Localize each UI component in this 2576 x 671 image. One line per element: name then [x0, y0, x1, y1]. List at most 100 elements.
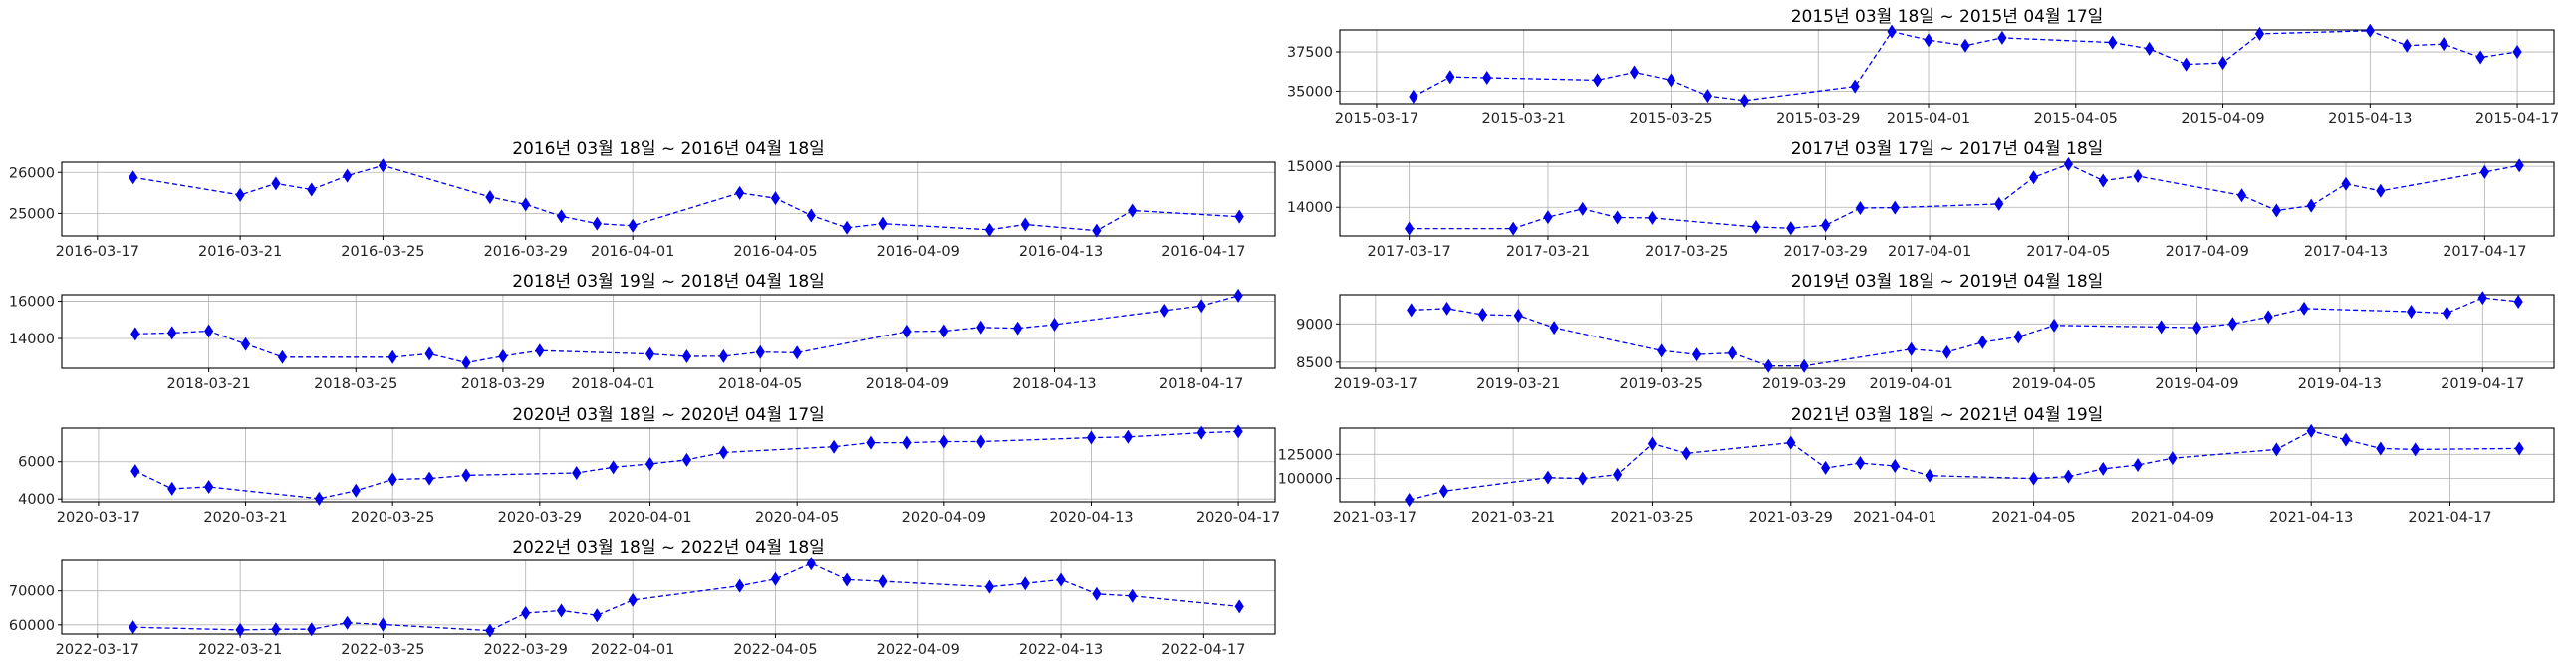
- x-tick-label: 2018-04-05: [718, 376, 802, 392]
- data-point-marker: [829, 439, 839, 454]
- data-point-marker: [2108, 35, 2118, 50]
- x-tick-label: 2020-04-01: [608, 510, 691, 526]
- data-point-marker: [2271, 442, 2281, 457]
- data-point-marker: [2013, 330, 2023, 344]
- x-tick-label: 2021-03-17: [1333, 510, 1417, 526]
- chart-panel: 2021년 03월 18일 ~ 2021년 04월 19일 2021-03-17 2…: [1278, 405, 2555, 526]
- x-tick-label: 2020-03-25: [351, 510, 434, 526]
- data-point-marker: [1887, 24, 1897, 39]
- data-point-marker: [2411, 442, 2421, 457]
- x-tick-label: 2016-04-01: [591, 244, 674, 260]
- x-tick-label: 2021-04-09: [2131, 510, 2214, 526]
- data-point-marker: [2512, 45, 2522, 60]
- data-point-marker: [1445, 70, 1455, 85]
- data-point-marker: [2145, 41, 2155, 56]
- data-point-marker: [735, 578, 745, 593]
- data-point-marker: [878, 574, 888, 589]
- data-point-marker: [2442, 306, 2452, 321]
- x-tick-label: 2019-03-25: [1620, 376, 1703, 392]
- data-point-marker: [2254, 26, 2265, 41]
- x-tick-label: 2022-03-21: [198, 642, 282, 658]
- data-point-marker: [2191, 321, 2202, 336]
- chart-panel: 2019년 03월 18일 ~ 2019년 04월 18일 2019-03-17 2…: [1296, 272, 2555, 392]
- x-tick-label: 2018-04-17: [1159, 376, 1243, 392]
- data-point-marker: [1477, 308, 1488, 323]
- data-point-marker: [1613, 210, 1623, 225]
- data-point-marker: [939, 434, 949, 449]
- data-point-marker: [1056, 572, 1066, 587]
- data-point-marker: [1977, 335, 1987, 349]
- data-point-marker: [1405, 493, 1415, 508]
- data-point-marker: [485, 189, 495, 204]
- x-tick-label: 2016-04-13: [1019, 244, 1103, 260]
- data-point-marker: [984, 579, 995, 594]
- data-point-marker: [1850, 79, 1860, 94]
- data-point-marker: [277, 349, 288, 364]
- chart-title: 2015년 03월 18일 ~ 2015년 04월 17일: [1791, 7, 2104, 27]
- data-point-marker: [1786, 221, 1796, 236]
- data-point-marker: [2263, 310, 2273, 325]
- x-tick-label: 2016-03-29: [484, 244, 568, 260]
- data-point-marker: [342, 168, 353, 183]
- data-point-marker: [976, 320, 986, 335]
- data-point-marker: [2306, 423, 2316, 438]
- x-tick-label: 2020-04-17: [1196, 510, 1280, 526]
- data-point-marker: [1890, 200, 1900, 215]
- x-tick-label: 2018-03-29: [461, 376, 545, 392]
- x-tick-label: 2016-03-25: [341, 244, 424, 260]
- data-point-marker: [2157, 320, 2167, 335]
- data-point-marker: [681, 452, 692, 467]
- data-point-marker: [351, 483, 361, 498]
- data-point-marker: [1739, 93, 1749, 108]
- series-line: [132, 562, 1240, 632]
- x-tick-label: 2015-04-13: [2328, 112, 2412, 127]
- data-point-marker: [240, 336, 251, 351]
- data-point-marker: [644, 456, 655, 471]
- data-point-marker: [1092, 586, 1102, 601]
- data-point-marker: [204, 480, 214, 495]
- data-point-marker: [1941, 344, 1952, 359]
- data-point-marker: [984, 222, 995, 237]
- x-tick-label: 2021-04-17: [2408, 510, 2491, 526]
- data-point-marker: [1049, 317, 1060, 332]
- x-tick-label: 2015-03-29: [1776, 112, 1860, 127]
- plot-frame: [61, 161, 1276, 237]
- plot-frame: [61, 427, 1276, 503]
- plot-frame: [61, 559, 1276, 635]
- data-point-marker: [1763, 358, 1773, 373]
- data-point-marker: [592, 608, 602, 623]
- data-point-marker: [2402, 38, 2412, 53]
- data-point-marker: [1924, 33, 1933, 48]
- data-point-marker: [2168, 451, 2178, 466]
- x-tick-label: 2016-04-17: [1161, 244, 1245, 260]
- x-tick-label: 2020-04-09: [902, 510, 986, 526]
- x-tick-label: 2017-04-05: [2026, 244, 2110, 260]
- data-point-marker: [902, 324, 912, 338]
- x-tick-label: 2017-03-25: [1645, 244, 1728, 260]
- chart-panel: 2015년 03월 18일 ~ 2015년 04월 17일 2015-03-17 2…: [1287, 7, 2559, 127]
- chart-title: 2020년 03월 18일 ~ 2020년 04월 17일: [512, 405, 825, 425]
- data-point-marker: [2376, 441, 2386, 456]
- data-point-marker: [1128, 203, 1138, 218]
- y-tick-label: 60000: [9, 618, 55, 634]
- data-point-marker: [755, 344, 765, 359]
- data-point-marker: [2063, 469, 2073, 484]
- data-point-marker: [2341, 176, 2351, 191]
- x-tick-label: 2017-04-13: [2304, 244, 2388, 260]
- data-point-marker: [2098, 461, 2108, 476]
- data-point-marker: [204, 324, 214, 338]
- data-point-marker: [2028, 471, 2039, 486]
- data-point-marker: [461, 468, 471, 483]
- chart-title: 2021년 03월 18일 ~ 2021년 04월 19일: [1791, 405, 2104, 425]
- data-point-marker: [2514, 441, 2524, 456]
- x-tick-label: 2020-04-13: [1049, 510, 1133, 526]
- x-tick-label: 2020-03-21: [203, 510, 287, 526]
- x-tick-label: 2015-03-17: [1335, 112, 1418, 127]
- data-point-marker: [235, 622, 245, 637]
- y-tick-label: 100000: [1278, 472, 1333, 488]
- data-point-marker: [521, 197, 531, 212]
- data-point-marker: [2406, 304, 2417, 319]
- data-point-marker: [1233, 424, 1243, 439]
- x-tick-label: 2016-03-17: [56, 244, 139, 260]
- series-line: [132, 164, 1240, 232]
